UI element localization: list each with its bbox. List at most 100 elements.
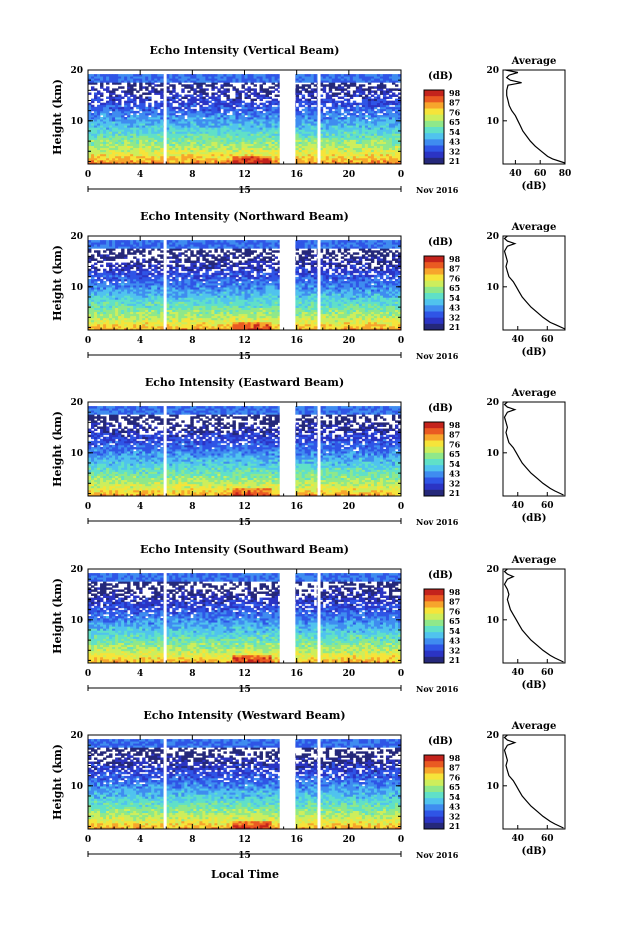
- heatmap-cell: [301, 86, 306, 89]
- heatmap-cell: [331, 317, 336, 321]
- heatmap-cell: [238, 323, 242, 327]
- profile-x-tick-label: 80: [559, 169, 572, 179]
- heatmap-cell: [223, 149, 227, 153]
- heatmap-cell: [325, 131, 330, 134]
- heatmap-cell: [337, 155, 342, 159]
- heatmap-cell: [88, 114, 92, 118]
- heatmap-cell: [379, 123, 384, 126]
- heatmap-cell: [118, 82, 122, 85]
- heatmap-cell: [310, 133, 315, 136]
- heatmap-cell: [358, 78, 363, 81]
- heatmap-cell: [103, 76, 107, 79]
- heatmap-cell: [154, 84, 158, 87]
- heatmap-cell: [340, 317, 345, 321]
- heatmap-cell: [244, 80, 248, 83]
- heatmap-cell: [391, 323, 396, 327]
- heatmap-cell: [115, 145, 119, 149]
- heatmap-cell: [142, 161, 146, 164]
- heatmap-cell: [97, 104, 101, 108]
- heatmap-cell: [355, 145, 360, 149]
- heatmap-cell: [184, 110, 188, 114]
- heatmap-cell: [160, 100, 164, 104]
- heatmap-cell: [157, 119, 161, 122]
- heatmap-cell: [247, 123, 251, 126]
- heatmap-cell: [145, 143, 149, 147]
- heatmap-cell: [154, 123, 158, 126]
- heatmap-cell: [223, 145, 227, 149]
- heatmap-cell: [307, 319, 312, 323]
- heatmap-cell: [382, 155, 387, 159]
- heatmap-cell: [262, 114, 266, 118]
- heatmap-cell: [181, 321, 185, 325]
- heatmap-cell: [109, 321, 113, 325]
- heatmap-cell: [328, 112, 333, 116]
- heatmap-cell: [301, 153, 306, 157]
- heatmap-cell: [358, 155, 363, 159]
- heatmap-cell: [361, 80, 366, 83]
- heatmap-cell: [220, 121, 224, 124]
- heatmap-cell: [100, 159, 104, 163]
- heatmap-cell: [220, 147, 224, 151]
- heatmap-cell: [364, 151, 369, 155]
- heatmap-cell: [349, 313, 354, 317]
- heatmap-cell: [337, 114, 342, 118]
- heatmap-cell: [220, 139, 224, 142]
- heatmap-cell: [199, 98, 203, 102]
- heatmap-cell: [181, 315, 185, 319]
- heatmap-cell: [238, 96, 242, 100]
- heatmap-cell: [100, 315, 104, 319]
- heatmap-cell: [205, 80, 209, 83]
- heatmap-cell: [133, 139, 137, 142]
- heatmap-cell: [325, 76, 330, 79]
- heatmap-cell: [127, 88, 131, 91]
- heatmap-cell: [223, 108, 227, 112]
- heatmap-cell: [379, 323, 384, 327]
- heatmap-cell: [115, 106, 119, 110]
- heatmap-cell: [235, 117, 239, 120]
- heatmap-cell: [199, 82, 203, 85]
- heatmap-cell: [217, 147, 221, 151]
- heatmap-cell: [319, 147, 324, 151]
- heatmap-cell: [271, 327, 275, 330]
- heatmap-cell: [241, 313, 245, 317]
- heatmap-cell: [253, 137, 257, 140]
- heatmap-cell: [121, 74, 125, 77]
- heatmap-cell: [205, 159, 209, 163]
- heatmap-cell: [211, 102, 215, 106]
- heatmap-cell: [346, 108, 351, 112]
- heatmap-cell: [124, 133, 128, 136]
- heatmap-cell: [397, 88, 401, 91]
- heatmap-cell: [136, 161, 140, 164]
- heatmap-cell: [373, 313, 378, 317]
- heatmap-cell: [115, 127, 119, 130]
- heatmap-cell: [133, 327, 137, 330]
- heatmap-cell: [328, 315, 333, 319]
- heatmap-cell: [205, 155, 209, 159]
- heatmap-cell: [394, 315, 399, 319]
- heatmap-cell: [364, 161, 369, 164]
- heatmap-cell: [229, 325, 233, 329]
- heatmap-cell: [367, 321, 372, 325]
- heatmap-cell: [202, 137, 206, 140]
- heatmap-cell: [301, 133, 306, 136]
- heatmap-cell: [238, 117, 242, 120]
- heatmap-cell: [94, 88, 98, 91]
- heatmap-cell: [223, 88, 227, 91]
- heatmap-cell: [124, 159, 128, 163]
- heatmap-cell: [352, 92, 357, 95]
- heatmap-cell: [199, 110, 203, 114]
- heatmap-cell: [325, 151, 330, 155]
- heatmap-cell: [193, 129, 197, 132]
- heatmap-cell: [265, 129, 269, 132]
- heatmap-cell: [169, 112, 173, 116]
- heatmap-cell: [373, 96, 378, 100]
- heatmap-cell: [196, 323, 200, 327]
- heatmap-cell: [388, 123, 393, 126]
- heatmap-cell: [106, 121, 110, 124]
- heatmap-cell: [103, 151, 107, 155]
- heatmap-cell: [94, 125, 98, 128]
- heatmap-cell: [364, 98, 369, 102]
- heatmap-cell: [127, 323, 131, 327]
- heatmap-cell: [112, 313, 116, 317]
- heatmap-cell: [229, 317, 233, 321]
